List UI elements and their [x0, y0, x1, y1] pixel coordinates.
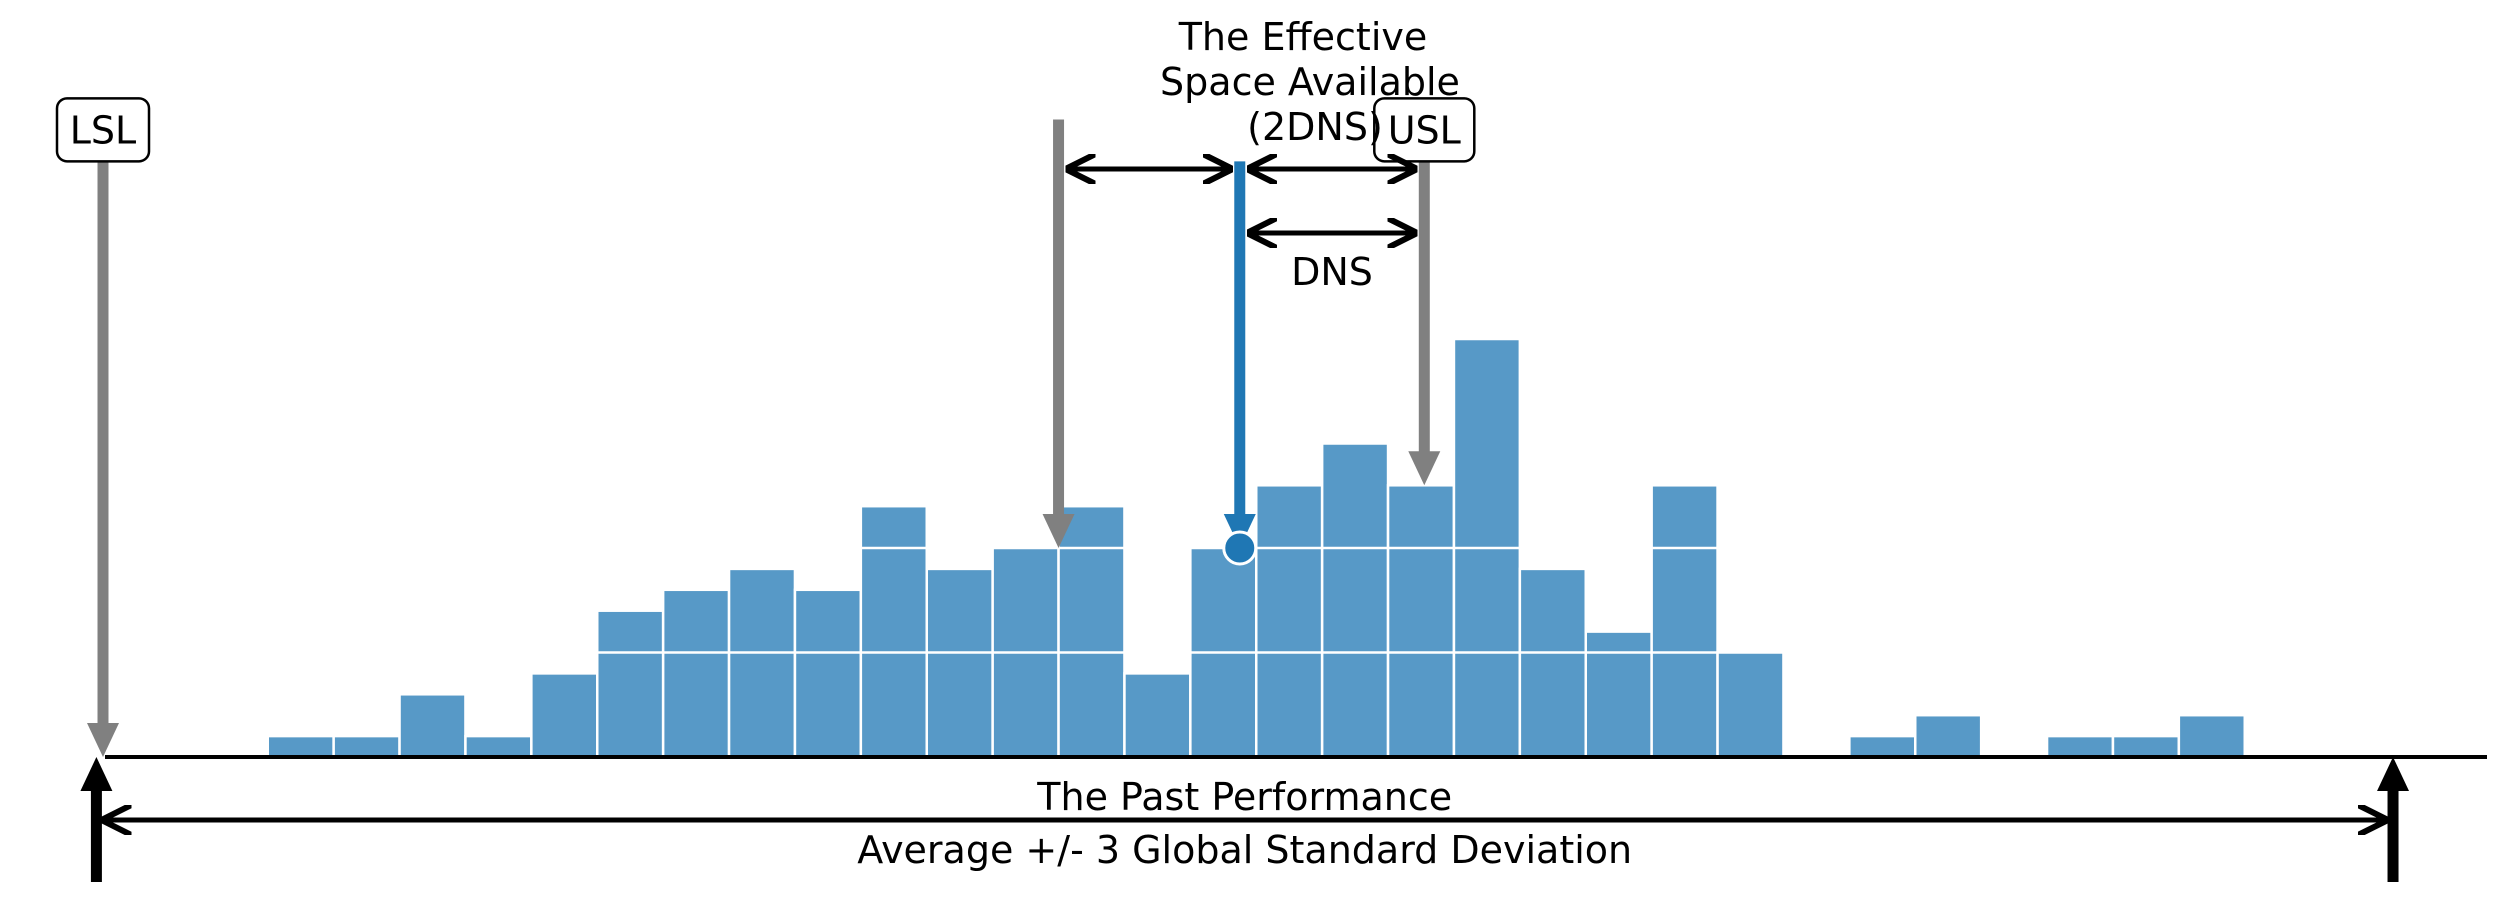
histogram-bar: [1518, 567, 1587, 759]
past-performance-range: The Past Performance Average +/- 3 Globa…: [80, 757, 2410, 882]
histogram-bar: [1320, 442, 1390, 759]
past-performance-left-arrow-head: [80, 757, 113, 791]
effective-space-label-line: The Effective: [1178, 15, 1428, 59]
usl-label: USL: [1388, 108, 1461, 152]
target-marker: [1222, 161, 1258, 566]
histogram-bar: [1255, 484, 1324, 759]
bar-gridlines: [597, 546, 1718, 654]
histogram-bar: [1123, 672, 1192, 759]
histogram-bar: [1650, 484, 1719, 759]
global-std-label: Average +/- 3 Global Standard Deviation: [857, 828, 1632, 872]
histogram-bar: [266, 734, 335, 759]
histogram-bar: [2045, 734, 2115, 759]
histogram-bar: [925, 567, 994, 759]
effective-space-label: The Effective Space Available (2DNS): [1160, 15, 1460, 149]
lsl-marker: LSL: [55, 97, 151, 757]
lsl-label-box: [55, 97, 151, 163]
histogram-bar: [530, 672, 599, 759]
past-performance-right-arrow-head: [2377, 757, 2410, 791]
histogram-bar: [859, 504, 928, 759]
left-limit-arrow-head: [1042, 514, 1075, 548]
dns-label: DNS: [1291, 250, 1373, 294]
effective-space-label-line: Space Available: [1160, 60, 1460, 104]
histogram-bar: [793, 588, 863, 759]
histogram-bar: [1914, 713, 1983, 759]
usl-marker: USL: [1373, 97, 1476, 486]
histogram-bar: [464, 734, 533, 759]
past-performance-label: The Past Performance: [1036, 775, 1452, 819]
histogram-bar: [2111, 734, 2181, 759]
histogram-bar: [661, 588, 731, 759]
lsl-arrow-head: [87, 723, 119, 757]
lsl-label: LSL: [70, 108, 136, 152]
histogram-bar: [398, 693, 467, 759]
left-limit-marker: [1042, 119, 1075, 548]
histogram-bar: [1386, 484, 1456, 759]
histogram-bar: [1057, 504, 1126, 759]
usl-arrow-head: [1408, 451, 1441, 486]
histogram-bar: [332, 734, 401, 759]
histogram-bar: [727, 567, 797, 759]
usl-label-box: [1373, 97, 1476, 163]
histogram-bar: [1584, 630, 1653, 759]
histogram-bar: [1848, 734, 1917, 759]
histogram-bar: [596, 609, 665, 759]
mean-point: [1222, 530, 1258, 566]
histogram-bar: [1716, 651, 1785, 759]
effective-space-label-line: (2DNS): [1247, 105, 1383, 149]
histogram-bar: [2177, 713, 2247, 759]
